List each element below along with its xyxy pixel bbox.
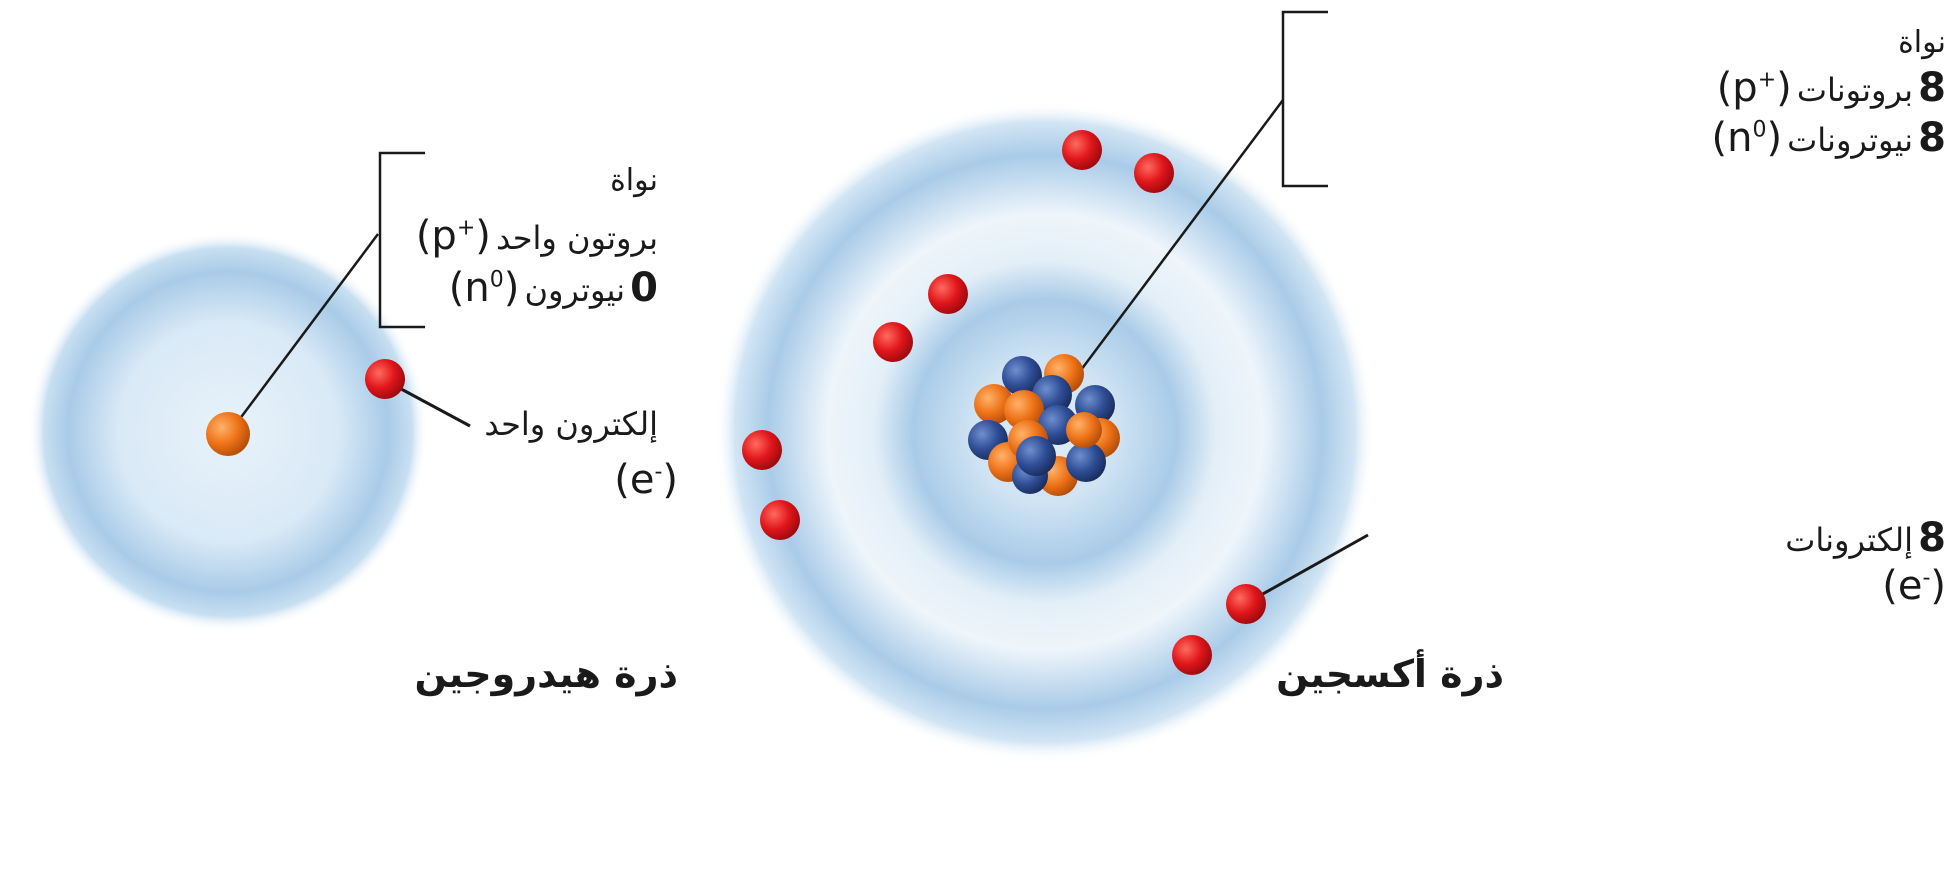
oxygen-neutron-count: 8 — [1918, 115, 1946, 161]
nucleon-proton — [1066, 412, 1102, 448]
hydrogen-neutron-text: نيوترون — [524, 271, 625, 309]
hydrogen-proton-text: بروتون واحد — [496, 219, 658, 257]
oxygen-neutron-label: 8 نيوترونات (n0) — [1712, 118, 1947, 158]
oxygen-neutron-symbol: (n0) — [1712, 115, 1783, 161]
oxygen-electron-count: 8 — [1918, 515, 1946, 561]
oxygen-neutron-text: نيوترونات — [1787, 121, 1913, 159]
oxygen-nucleus-label: نواة — [1898, 28, 1946, 58]
oxygen-title: ذرة أكسجين — [1276, 655, 1504, 693]
oxygen-electron-text: إلكترونات — [1785, 521, 1913, 559]
oxygen-proton-text: بروتونات — [1797, 71, 1913, 109]
hydrogen-proton-symbol: (p+) — [416, 213, 491, 259]
oxygen-proton-label: 8 بروتونات (p+) — [1717, 68, 1946, 108]
oxygen-electron — [1172, 635, 1212, 675]
oxygen-electron-symbol: (e-) — [1882, 566, 1946, 606]
hydrogen-electron-symbol: (e-) — [614, 460, 678, 500]
hydrogen-proton-label: بروتون واحد (p+) — [416, 216, 658, 256]
hydrogen-title: ذرة هيدروجين — [415, 655, 678, 693]
nucleon-neutron — [1066, 442, 1106, 482]
oxygen-electron — [873, 322, 913, 362]
oxygen-electron — [1226, 584, 1266, 624]
hydrogen-electron — [365, 359, 405, 399]
hydrogen-electron-text: إلكترون واحد — [484, 408, 658, 440]
hydrogen-neutron-symbol: (n0) — [449, 265, 520, 311]
oxygen-proton-symbol: (p+) — [1717, 65, 1792, 111]
oxygen-electron — [928, 274, 968, 314]
hydrogen-proton — [206, 412, 250, 456]
hydrogen-neutron-label: 0 نيوترون (n0) — [449, 268, 658, 308]
oxygen-electron-label: 8 إلكترونات — [1785, 518, 1946, 558]
hydrogen-neutron-count: 0 — [630, 265, 658, 311]
oxygen-nucleus-bracket — [1283, 12, 1328, 186]
oxygen-electron — [1134, 153, 1174, 193]
oxygen-electron — [1062, 130, 1102, 170]
oxygen-proton-count: 8 — [1918, 65, 1946, 111]
oxygen-electron — [760, 500, 800, 540]
nucleon-neutron — [1016, 436, 1056, 476]
hydrogen-nucleus-label: نواة — [610, 166, 658, 196]
oxygen-electron — [742, 430, 782, 470]
